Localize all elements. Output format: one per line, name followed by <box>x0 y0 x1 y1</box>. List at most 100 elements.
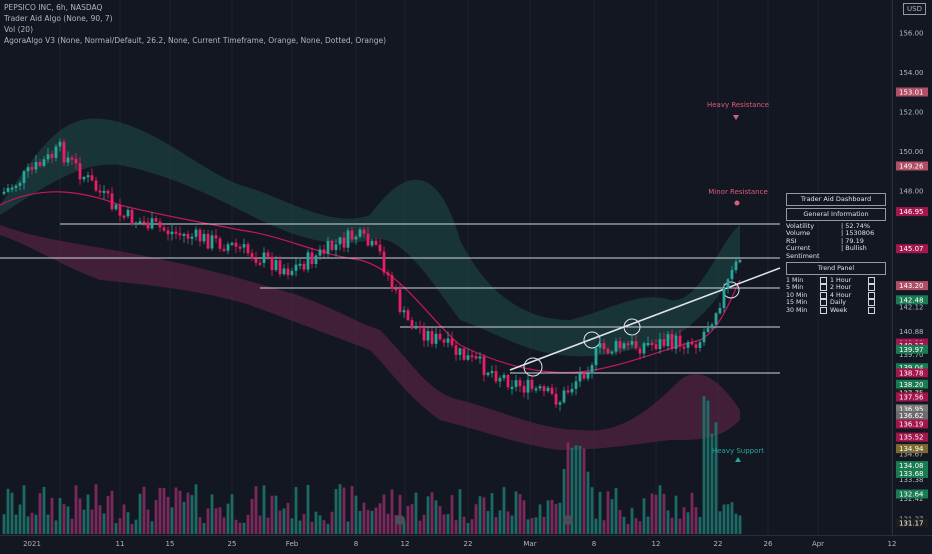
volume-bar <box>666 510 670 534</box>
trend-line <box>509 267 781 371</box>
candle-body <box>450 338 454 346</box>
volume-bar <box>646 516 650 534</box>
volume-bar <box>142 486 146 534</box>
volume-bar <box>670 517 674 534</box>
volume-bar <box>382 494 386 534</box>
dashboard-row: Volume | 1530806 <box>786 229 886 237</box>
volume-bar <box>618 509 622 534</box>
candle-body <box>274 260 278 271</box>
price-tick-label: 154.00 <box>899 69 924 77</box>
candle-body <box>122 215 126 218</box>
volume-bar <box>26 516 30 534</box>
currency-badge[interactable]: USD <box>903 3 926 15</box>
dashboard-rows: Volatility | 52.74% Volume | 1530806 RSI | 79… <box>786 222 886 259</box>
volume-bar <box>266 517 270 534</box>
candle-body <box>242 244 246 248</box>
dashboard-row-value: | 52.74% <box>841 222 871 230</box>
volume-bar <box>534 517 538 534</box>
volume-bar <box>490 493 494 534</box>
volume-bar <box>174 487 178 534</box>
volume-bar <box>314 511 318 534</box>
candle-body <box>454 345 458 355</box>
dashboard-row-label: RSI <box>786 236 797 245</box>
volume-bar <box>406 505 410 534</box>
volume-bar <box>118 518 122 534</box>
volume-bar <box>254 486 258 534</box>
volume-bar <box>450 495 454 534</box>
candle-body <box>650 343 654 346</box>
volume-bar <box>334 489 338 534</box>
volume-bar <box>358 510 362 534</box>
price-badge-label: 145.07 <box>899 245 924 253</box>
candle-body <box>286 268 290 276</box>
volume-bar <box>430 492 434 534</box>
candle-body <box>234 242 238 247</box>
volume-bar <box>694 507 698 534</box>
time-tick-label: 15 <box>166 540 175 548</box>
volume-bar <box>562 469 566 534</box>
candle-body <box>578 373 582 382</box>
candle-body <box>702 331 706 343</box>
volume-bar <box>102 513 106 534</box>
indicator-agora-algo[interactable]: AgoraAlgo V3 (None, Normal/Default, 26.2… <box>4 36 387 45</box>
price-badge-label: 138.78 <box>899 369 924 377</box>
volume-bar <box>150 521 154 534</box>
volume-bar <box>578 445 582 534</box>
volume-bar <box>542 516 546 534</box>
price-badge <box>896 379 928 389</box>
price-badge <box>896 87 928 97</box>
candle-body <box>10 187 14 190</box>
volume-bar <box>114 523 118 534</box>
time-axis[interactable] <box>0 535 932 550</box>
candle-body <box>398 289 402 313</box>
candle-body <box>218 238 222 249</box>
heavy-resistance-label: Heavy Resistance <box>707 101 769 109</box>
price-badge <box>896 461 928 471</box>
candle-body <box>598 343 602 348</box>
trend-row: 5 Min 2 Hour <box>786 284 886 292</box>
volume-bar <box>230 494 234 534</box>
candle-body <box>422 328 426 341</box>
volume-bar <box>482 497 486 534</box>
dashboard-row: Current Sentiment | Bullish <box>786 244 886 259</box>
candle-body <box>622 343 626 349</box>
volume-bar <box>442 514 446 534</box>
candle-body <box>246 244 250 254</box>
dashboard-row-label: Volatility <box>786 222 815 230</box>
volume-bar <box>654 494 658 534</box>
time-tick-label: 8 <box>354 540 358 548</box>
symbol-title[interactable]: PEPSICO INC, 6h, NASDAQ <box>4 3 103 12</box>
candle-body <box>418 325 422 329</box>
volume-bar <box>338 484 342 534</box>
volume-bar <box>366 509 370 534</box>
candle-body <box>206 233 210 249</box>
trend-row-left: 15 Min <box>786 299 808 307</box>
candle-body <box>682 346 686 349</box>
candle-body <box>478 356 482 359</box>
price-badge <box>896 518 928 528</box>
volume-bar <box>242 522 246 534</box>
volume-bar <box>398 494 402 534</box>
indicator-volume[interactable]: Vol (20) <box>4 25 34 34</box>
price-tick-label: 140.88 <box>899 328 924 336</box>
volume-bar <box>98 505 102 534</box>
volume-bar <box>186 492 190 534</box>
candle-body <box>458 348 462 355</box>
volume-bar <box>182 501 186 534</box>
candle-body <box>322 249 326 254</box>
candle-body <box>178 233 182 236</box>
volume-bar <box>730 502 734 534</box>
volume-bar <box>566 442 570 534</box>
candle-body <box>438 333 442 340</box>
candle-body <box>354 236 358 240</box>
volume-bar <box>234 519 238 534</box>
trend-panel-rows: 1 Min 1 Hour 5 Min 2 Hour 10 Min 4 Hour 15 Min… <box>786 277 886 314</box>
trend-check-icon <box>864 284 878 292</box>
volume-bar <box>70 518 74 534</box>
indicator-trader-aid[interactable]: Trader Aid Algo (None, 90, 7) <box>4 14 113 23</box>
candle-body <box>106 190 110 194</box>
candle-body <box>494 371 498 382</box>
candle-body <box>202 233 206 242</box>
